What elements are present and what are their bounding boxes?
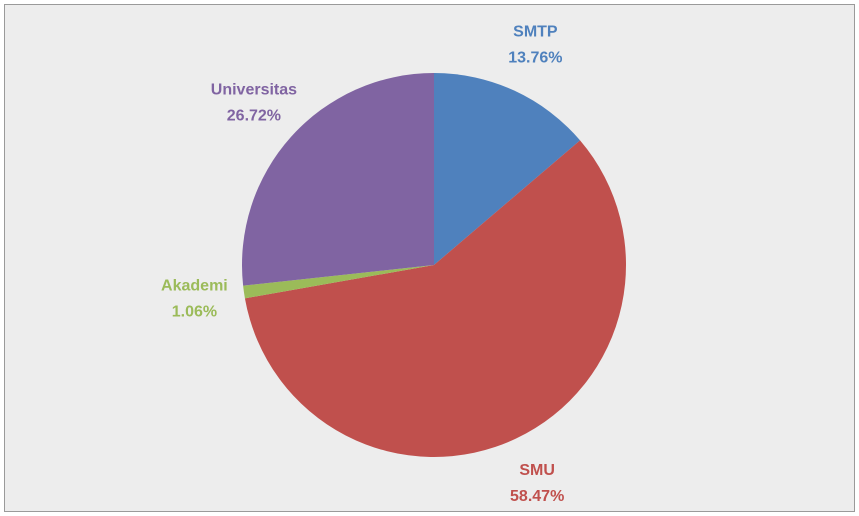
page: SMTP 13.76% SMU 58.47% Akademi 1.06% Universit… xyxy=(0,0,859,516)
slice-label: SMU xyxy=(519,462,555,479)
slice-label: Akademi xyxy=(161,277,228,294)
slice-value-label: 13.76% xyxy=(508,49,562,66)
slice-value-label: 58.47% xyxy=(510,488,564,505)
chart: SMTP 13.76% SMU 58.47% Akademi 1.06% Universit… xyxy=(0,0,859,516)
slice-label: Universitas xyxy=(211,82,297,99)
slice-value-label: 1.06% xyxy=(172,303,217,320)
slice-value-label: 26.72% xyxy=(227,108,281,125)
slice-label: SMTP xyxy=(513,23,558,40)
